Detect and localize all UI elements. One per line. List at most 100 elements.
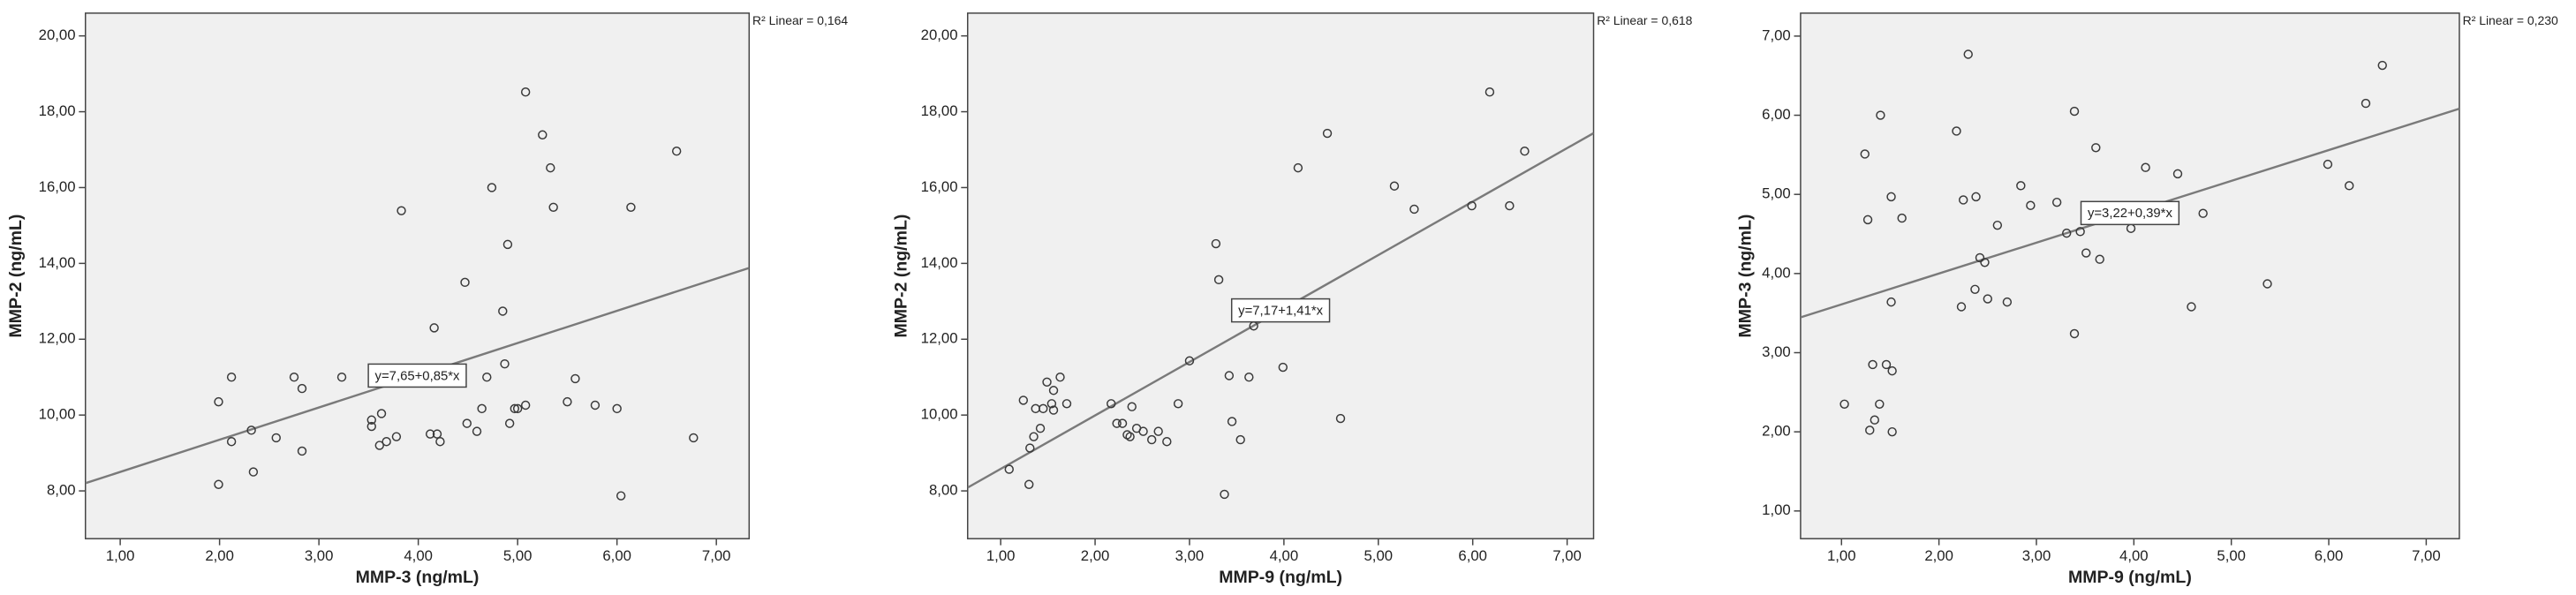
x-tick-label: 4,00: [1270, 547, 1299, 564]
point: [1235, 434, 1245, 445]
point: [1959, 195, 1968, 205]
y-tick-label: 18,00: [39, 102, 76, 119]
point: [1862, 215, 1873, 225]
chart: 8,00 10,00 12,00 14,00 16,00 18,00 20,00 1,00 2,…: [6, 12, 848, 587]
x-tick-label: 4,00: [404, 547, 433, 564]
point: [504, 418, 515, 428]
point: [289, 373, 299, 382]
point: [1211, 238, 1221, 249]
point: [1046, 399, 1057, 409]
point: [590, 400, 601, 410]
point: [1322, 128, 1333, 139]
y-tick-label: 10,00: [921, 406, 958, 423]
point: [336, 373, 347, 382]
point: [1244, 373, 1254, 382]
point: [546, 162, 555, 173]
point: [391, 432, 402, 441]
point: [1983, 294, 1993, 304]
point: [612, 403, 622, 414]
point: [460, 277, 470, 288]
point: [1865, 426, 1875, 435]
point: [2016, 181, 2026, 191]
x-tick-label: 1,00: [986, 547, 1016, 564]
point: [1887, 426, 1897, 437]
point: [1870, 415, 1880, 425]
point: [1048, 386, 1059, 395]
r2-label: R² Linear = 0,230: [2463, 13, 2558, 27]
point: [520, 400, 531, 410]
point: [397, 206, 406, 215]
r2-label: R² Linear = 0,618: [1597, 13, 1692, 27]
point: [2187, 302, 2196, 312]
point: [1505, 200, 1515, 211]
point: [1213, 275, 1224, 285]
x-axis-title: MMP-9 (ng/mL): [2068, 568, 2192, 587]
point: [520, 87, 531, 97]
point: [498, 306, 508, 316]
y-tick-label: 2,00: [1762, 423, 1791, 440]
point: [297, 446, 307, 456]
point: [1886, 297, 1896, 307]
point: [1335, 413, 1346, 424]
point: [2172, 169, 2183, 179]
point: [2345, 181, 2354, 191]
point: [2069, 106, 2080, 117]
y-axis-title: MMP-2 (ng/mL): [891, 215, 910, 338]
point: [1025, 443, 1035, 453]
point: [1970, 284, 1980, 294]
x-tick-label: 1,00: [1827, 547, 1856, 564]
x-tick-label: 6,00: [2315, 547, 2344, 564]
point: [1107, 399, 1116, 409]
y-tick-label: 14,00: [921, 254, 958, 271]
point: [1881, 359, 1892, 370]
y-tick-label: 16,00: [39, 178, 76, 195]
point: [374, 441, 384, 450]
x-tick-label: 4,00: [2119, 547, 2149, 564]
point: [297, 383, 307, 394]
point: [1876, 110, 1885, 120]
point: [2026, 200, 2036, 210]
x-tick-label: 5,00: [503, 547, 533, 564]
x-tick-label: 5,00: [1364, 547, 1393, 564]
x-axis-title: MMP-3 (ng/mL): [356, 568, 480, 587]
y-tick-label: 1,00: [1762, 501, 1791, 518]
equation-box: [367, 363, 467, 388]
point: [1042, 377, 1052, 388]
equation-label: y=7,17+1,41*x: [1238, 304, 1324, 318]
point: [1224, 371, 1235, 380]
point: [2361, 98, 2371, 109]
point: [2095, 254, 2104, 264]
x-tick-label: 7,00: [2412, 547, 2441, 564]
point: [2081, 248, 2091, 258]
equation-label: y=7,65+0,85*x: [375, 369, 461, 383]
point: [2323, 159, 2333, 169]
point: [1860, 149, 1870, 159]
point: [1048, 405, 1059, 415]
point: [1117, 418, 1128, 428]
plot-area: [966, 12, 1595, 539]
point: [1138, 426, 1148, 436]
point: [435, 437, 445, 447]
point: [1467, 200, 1477, 211]
point: [2377, 60, 2387, 71]
point: [1875, 399, 1885, 409]
point: [1868, 359, 1877, 370]
point: [626, 202, 636, 213]
point: [548, 202, 558, 213]
y-tick-label: 6,00: [1762, 106, 1791, 123]
y-tick-label: 12,00: [39, 330, 76, 347]
y-tick-label: 20,00: [921, 26, 958, 43]
y-tick-label: 3,00: [1762, 343, 1791, 360]
point: [1293, 162, 1303, 173]
point: [1409, 204, 1419, 215]
point: [1227, 417, 1237, 426]
y-tick-label: 18,00: [921, 102, 958, 119]
point: [616, 491, 626, 501]
point: [1127, 402, 1137, 411]
point: [538, 130, 548, 139]
plot-area: [1800, 12, 2460, 539]
point: [2075, 227, 2085, 237]
point: [1055, 373, 1065, 382]
point: [1897, 213, 1907, 223]
